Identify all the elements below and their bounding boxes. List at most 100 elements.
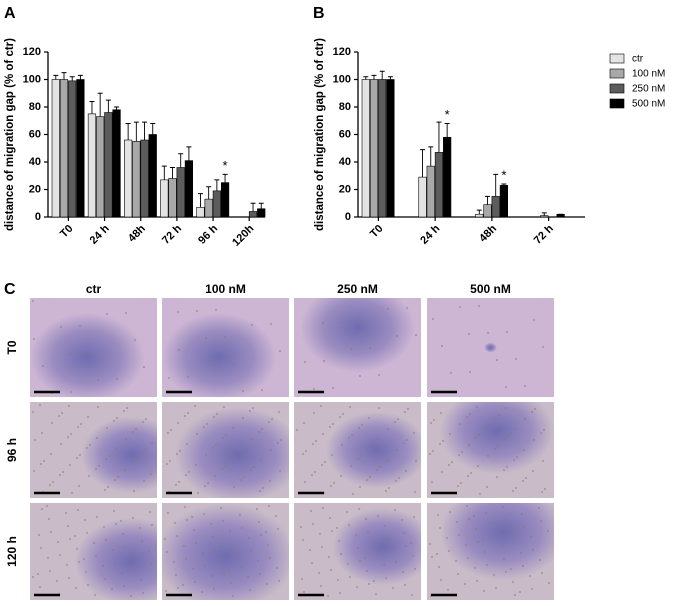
error-bar <box>214 179 220 191</box>
legend-label: 500 nM <box>632 99 665 110</box>
error-bar <box>142 121 148 140</box>
bar <box>160 179 169 218</box>
error-bar <box>206 186 212 200</box>
column-header: 100 nM <box>205 282 246 296</box>
row-label: T0 <box>5 340 19 354</box>
error-bar <box>150 123 156 135</box>
error-bar <box>186 146 192 161</box>
y-tick-label: 80 <box>29 101 41 113</box>
bar <box>196 207 205 218</box>
bar <box>483 204 492 218</box>
bar <box>51 79 60 218</box>
micrograph <box>427 402 554 498</box>
bar <box>475 213 484 218</box>
bar <box>104 112 113 218</box>
legend-label: 250 nM <box>632 84 665 95</box>
bar <box>59 79 69 218</box>
y-tick-label: 0 <box>345 211 351 223</box>
error-bar <box>61 72 67 80</box>
y-tick-label: 40 <box>339 156 351 168</box>
bar <box>204 198 213 218</box>
bar <box>68 80 77 218</box>
bar <box>378 79 387 218</box>
error-bar <box>161 165 167 180</box>
error-bar <box>387 76 393 80</box>
bar <box>76 79 85 218</box>
x-tick-label: T0 <box>58 223 76 241</box>
error-bar <box>258 202 264 209</box>
significance-mark: * <box>445 107 450 122</box>
bar <box>132 141 141 218</box>
bar <box>361 79 370 218</box>
bar <box>491 196 500 218</box>
bar <box>426 165 435 218</box>
micrograph <box>427 298 554 397</box>
error-bar <box>428 146 434 167</box>
bar <box>418 176 427 218</box>
panel-label: C <box>4 281 16 298</box>
micrograph <box>30 298 157 397</box>
error-bar <box>444 123 450 138</box>
bar <box>248 211 258 218</box>
y-tick-label: 120 <box>23 46 41 58</box>
x-tick-label: 48h <box>477 223 499 245</box>
error-bar <box>125 123 131 140</box>
error-bar <box>105 99 111 113</box>
micrograph <box>162 298 289 397</box>
y-tick-label: 20 <box>29 183 41 195</box>
error-bar <box>89 101 95 114</box>
micrograph <box>294 503 421 600</box>
x-tick-label: 96 h <box>196 222 220 246</box>
bar <box>96 116 105 218</box>
y-tick-label: 60 <box>29 128 41 140</box>
y-axis-label: distance of migration gap (% of ctr) <box>4 38 16 231</box>
panel-label: A <box>4 5 16 22</box>
bar <box>148 134 157 218</box>
row-label: 120 h <box>5 536 19 567</box>
bar <box>176 167 185 218</box>
error-bar <box>197 193 203 208</box>
bar <box>443 136 452 218</box>
column-header: 500 nM <box>470 282 511 296</box>
x-tick-label: T0 <box>368 223 386 241</box>
column-header: ctr <box>86 282 102 296</box>
error-bar <box>436 121 442 153</box>
micrograph <box>294 402 421 498</box>
error-bar <box>476 209 482 215</box>
y-tick-label: 80 <box>339 101 351 113</box>
error-bar <box>170 167 175 179</box>
bar <box>168 178 177 218</box>
significance-mark: * <box>501 167 506 182</box>
panel-label: B <box>313 5 325 22</box>
error-bar <box>541 212 547 216</box>
bar <box>140 139 149 218</box>
micrograph <box>162 503 289 600</box>
error-bar <box>133 121 139 142</box>
legend-swatch <box>609 83 625 94</box>
legend-swatch <box>609 98 625 109</box>
y-tick-label: 100 <box>333 73 351 85</box>
legend-label: ctr <box>632 54 644 65</box>
error-bar <box>250 202 256 212</box>
error-bar <box>222 173 228 183</box>
x-tick-label: 24 h <box>88 222 112 246</box>
bar <box>499 185 509 218</box>
error-bar <box>493 173 499 197</box>
error-bar <box>379 70 385 80</box>
error-bar <box>77 74 83 80</box>
x-tick-label: 72 h <box>160 222 184 246</box>
x-tick-label: 72 h <box>532 222 556 246</box>
significance-mark: * <box>223 158 228 173</box>
y-tick-label: 0 <box>35 211 41 223</box>
legend-swatch <box>609 68 625 79</box>
column-header: 250 nM <box>337 282 378 296</box>
y-tick-label: 100 <box>23 73 41 85</box>
error-bar <box>420 149 426 178</box>
bar <box>124 139 133 218</box>
row-label: 96 h <box>5 438 19 462</box>
bar <box>386 79 395 218</box>
micrograph <box>162 402 289 498</box>
micrograph <box>30 503 157 600</box>
x-tick-label: 120h <box>230 222 256 248</box>
